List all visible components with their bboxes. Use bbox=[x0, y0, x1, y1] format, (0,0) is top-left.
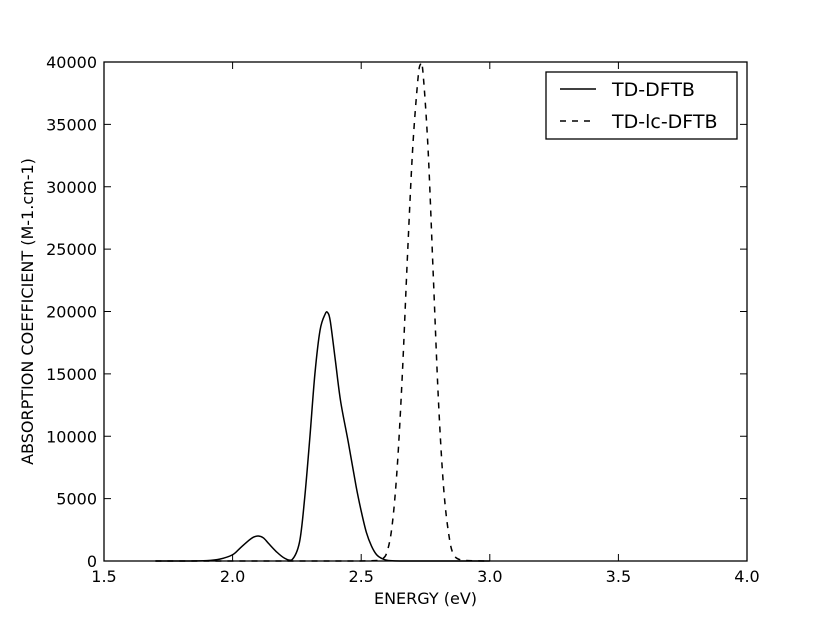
label-layer: ENERGY (eV) ABSORPTION COEFFICIENT (M-1.… bbox=[18, 53, 760, 608]
x-axis-label: ENERGY (eV) bbox=[374, 589, 477, 608]
series-line-td-dftb bbox=[155, 311, 490, 562]
plot-frame bbox=[103, 61, 748, 562]
y-tick-label: 10000 bbox=[46, 427, 97, 446]
y-tick-label: 5000 bbox=[56, 490, 97, 509]
x-tick-label: 2.5 bbox=[348, 567, 373, 586]
legend-label-td-dftb: TD-DFTB bbox=[611, 79, 695, 101]
x-tick-label: 3.5 bbox=[606, 567, 631, 586]
y-tick-label: 25000 bbox=[46, 240, 97, 259]
y-tick-label: 40000 bbox=[46, 53, 97, 72]
x-tick-label: 3.0 bbox=[477, 567, 502, 586]
x-tick-label: 4.0 bbox=[734, 567, 759, 586]
legend-label-td-lc-dftb: TD-lc-DFTB bbox=[611, 111, 718, 133]
x-tick-label: 2.0 bbox=[220, 567, 245, 586]
legend: TD-DFTB TD-lc-DFTB bbox=[545, 71, 738, 140]
x-tick-label: 1.5 bbox=[91, 567, 116, 586]
series-line-td-lc-dftb bbox=[155, 61, 490, 562]
legend-box bbox=[545, 71, 738, 140]
y-tick-label: 20000 bbox=[46, 303, 97, 322]
y-tick-label: 35000 bbox=[46, 115, 97, 134]
y-axis-label: ABSORPTION COEFFICIENT (M-1.cm-1) bbox=[18, 158, 37, 465]
y-tick-label: 30000 bbox=[46, 178, 97, 197]
series-layer bbox=[155, 61, 490, 562]
y-tick-label: 0 bbox=[87, 552, 97, 571]
y-tick-label: 15000 bbox=[46, 365, 97, 384]
